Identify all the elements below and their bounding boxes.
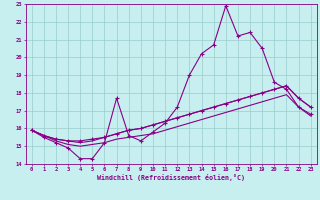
- X-axis label: Windchill (Refroidissement éolien,°C): Windchill (Refroidissement éolien,°C): [97, 174, 245, 181]
